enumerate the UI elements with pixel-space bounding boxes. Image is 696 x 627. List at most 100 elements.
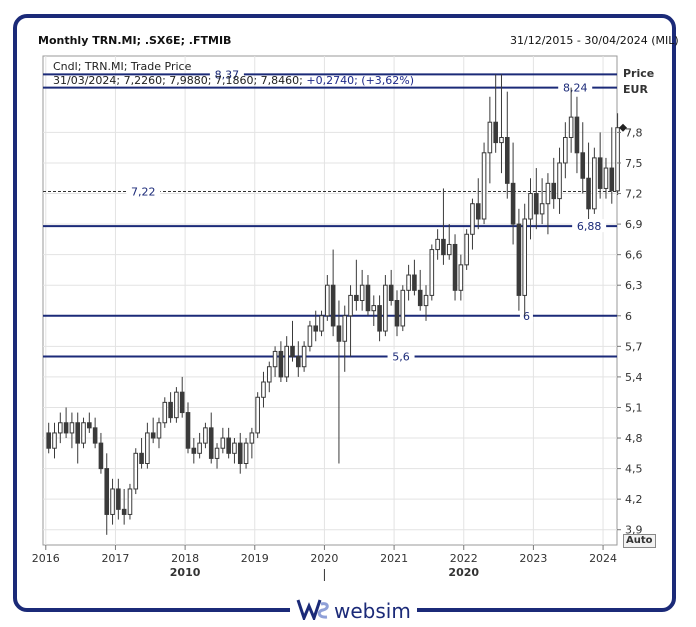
candle <box>168 392 173 423</box>
candle-body <box>133 452 139 490</box>
candle <box>139 438 144 469</box>
candle-body <box>435 238 440 251</box>
candle-body <box>394 300 400 327</box>
y-tick-label: 5,1 <box>625 401 643 414</box>
candle <box>354 259 359 311</box>
candle <box>539 178 545 225</box>
candle-body <box>452 243 458 291</box>
candle-body <box>168 401 173 419</box>
candle <box>174 387 179 423</box>
candle <box>417 269 423 311</box>
candle <box>481 142 487 225</box>
candle-body <box>342 315 348 342</box>
y-tick-label: 7,2 <box>625 188 643 201</box>
candle-body <box>197 442 202 454</box>
level-label-bg <box>519 308 533 322</box>
level-label: 8,37 <box>215 68 240 81</box>
x-tick-label: 2016 <box>32 552 60 565</box>
candle-body <box>388 284 394 301</box>
candle-body <box>220 437 226 449</box>
candle <box>330 249 336 337</box>
legend-series: Cndl; TRN.MI; Trade Price <box>53 60 192 73</box>
candle-body <box>615 127 620 192</box>
candle <box>197 432 202 459</box>
candle-body <box>237 442 243 464</box>
candle-body <box>46 432 51 449</box>
date-range: 31/12/2015 - 30/04/2024 (MIL) <box>510 34 679 47</box>
candle <box>92 417 98 449</box>
candle-body <box>174 391 179 419</box>
candle-body <box>116 488 121 510</box>
x-decade-label: 2010 <box>170 566 201 579</box>
y-tick-label: 3,9 <box>625 524 643 537</box>
candle <box>307 320 313 352</box>
candle <box>499 74 504 174</box>
candle-body <box>110 488 115 515</box>
candle-body <box>249 432 255 444</box>
x-tick-label: 2018 <box>171 552 199 565</box>
candle-body <box>98 442 104 470</box>
candle <box>557 147 562 214</box>
candle <box>75 412 81 464</box>
candle <box>208 412 214 464</box>
candle <box>504 91 510 199</box>
axes: 3,9 4,2 4,5 4,8 5,1 5,4 5,7 6 6,3 6,6 6,9 7,2 7,5 7,8… <box>32 123 643 581</box>
candle <box>325 275 330 321</box>
candle <box>296 341 301 377</box>
y-tick-label: 5,7 <box>625 340 643 353</box>
candle-body <box>371 305 377 312</box>
x-tick-label: 2022 <box>450 552 478 565</box>
candle-body <box>92 427 98 444</box>
level-label: 8,24 <box>563 82 588 95</box>
candle <box>98 432 104 474</box>
candle-body <box>81 422 86 444</box>
candle-body <box>150 432 156 439</box>
candle <box>446 224 452 260</box>
candle <box>603 157 609 199</box>
candle <box>301 341 307 372</box>
candle-body <box>319 315 324 332</box>
candle <box>214 443 220 469</box>
candle-body <box>266 366 272 383</box>
legend-ohlc: 31/03/2024; 7,2260; 7,9880; 7,1860; 7,84… <box>53 74 414 87</box>
candle-body <box>232 442 237 454</box>
y-tick-label: 6 <box>625 310 632 323</box>
candle <box>52 422 57 459</box>
candle-body <box>487 121 493 154</box>
candle <box>435 229 440 260</box>
candle-body <box>336 325 342 342</box>
candle-body <box>348 294 353 317</box>
candle <box>342 305 348 372</box>
candle <box>284 336 289 382</box>
candle-body <box>145 432 150 464</box>
y-tick-label: 6,3 <box>625 279 643 292</box>
legend-change: +0,2740; (+3,62%) <box>302 74 415 87</box>
candle-body <box>284 345 289 378</box>
candle <box>400 285 406 332</box>
candle-body <box>272 350 278 368</box>
candle-body <box>475 203 481 220</box>
candle <box>121 488 127 525</box>
candle-body <box>470 203 475 235</box>
candle <box>394 290 400 337</box>
candle-body <box>493 121 498 144</box>
candle-body <box>296 356 301 368</box>
plot-area <box>42 55 618 546</box>
candle-body <box>510 182 516 225</box>
candle-body <box>400 289 406 327</box>
level-label-bg <box>572 219 607 233</box>
candle-body <box>545 182 551 205</box>
candle-body <box>383 284 388 332</box>
level-label-bg <box>126 184 161 198</box>
candle-body <box>522 218 527 296</box>
candle <box>528 178 533 240</box>
candle <box>319 310 324 337</box>
candle <box>313 310 319 342</box>
candle <box>574 96 580 174</box>
candle-body <box>75 422 81 444</box>
candle <box>563 122 568 179</box>
auto-scale-button[interactable]: Auto <box>623 534 656 548</box>
candle <box>365 275 371 316</box>
candle-body <box>441 238 446 256</box>
